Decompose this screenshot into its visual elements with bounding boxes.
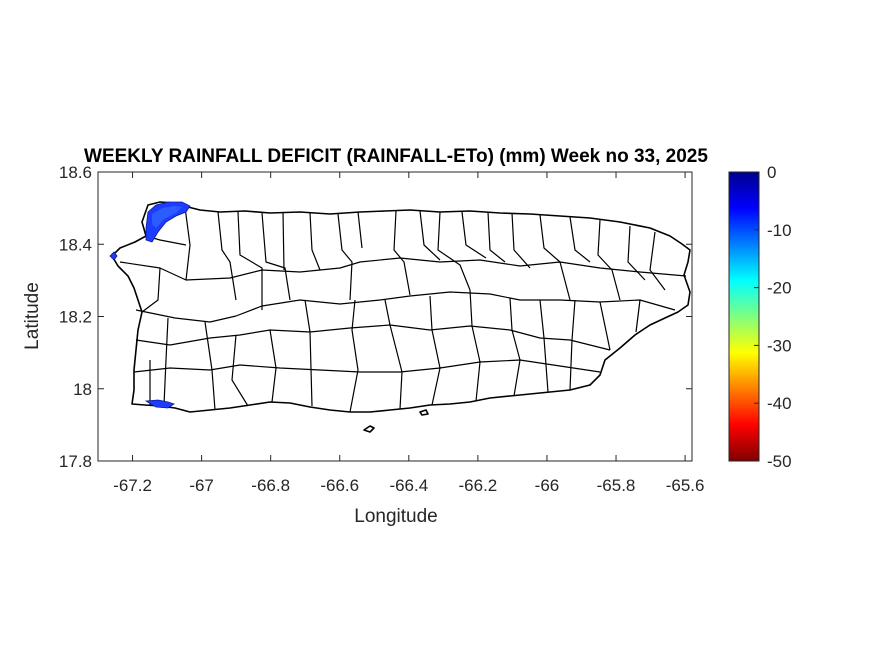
south-islet [419, 409, 429, 416]
x-tick-label: -66.2 [459, 476, 498, 495]
deficit-patch-northwest-inner [152, 206, 182, 228]
colorbar-ticks: 0 -10 -20 -30 -40 -50 [754, 163, 792, 471]
y-tick-label: 18 [73, 380, 92, 399]
plot-area: -67.2 -67 -66.8 -66.6 -66.4 -66.2 -66 -65.8 -65.… [59, 163, 705, 495]
caja-de-muertos-islet [363, 425, 375, 433]
x-tick-label: -67 [189, 476, 214, 495]
x-tick-label: -66.6 [320, 476, 359, 495]
deficit-patches [109, 201, 191, 409]
colorbar-tick-label: -50 [767, 452, 792, 471]
y-tick-label: 17.8 [59, 452, 92, 471]
municipality-borders [119, 206, 687, 413]
y-tick-label: 18.2 [59, 308, 92, 327]
y-tick-label: 18.4 [59, 235, 92, 254]
x-tick-label: -66.8 [251, 476, 290, 495]
x-tick-label: -66 [535, 476, 560, 495]
colorbar: 0 -10 -20 -30 -40 -50 [728, 163, 792, 471]
colorbar-tick-label: -20 [767, 279, 792, 298]
x-tick-label: -66.4 [389, 476, 428, 495]
x-tick-label: -65.8 [597, 476, 636, 495]
y-axis-ticks: 18.6 18.4 18.2 18 17.8 [59, 163, 692, 471]
colorbar-tick-label: -10 [767, 221, 792, 240]
deficit-patch-west [109, 251, 118, 261]
y-tick-label: 18.6 [59, 163, 92, 182]
x-tick-label: -67.2 [113, 476, 152, 495]
chart-title: WEEKLY RAINFALL DEFICIT (RAINFALL-ETo) (… [84, 146, 708, 167]
colorbar-tick-label: 0 [767, 163, 776, 182]
deficit-patch-southwest [144, 399, 175, 409]
x-tick-label: -65.6 [666, 476, 705, 495]
y-axis-label: Latitude [22, 282, 43, 350]
x-axis-ticks: -67.2 -67 -66.8 -66.6 -66.4 -66.2 -66 -65.8 -65.… [113, 172, 704, 495]
x-axis-label: Longitude [354, 506, 437, 527]
colorbar-gradient [728, 171, 760, 462]
colorbar-tick-label: -30 [767, 336, 792, 355]
colorbar-tick-label: -40 [767, 394, 792, 413]
